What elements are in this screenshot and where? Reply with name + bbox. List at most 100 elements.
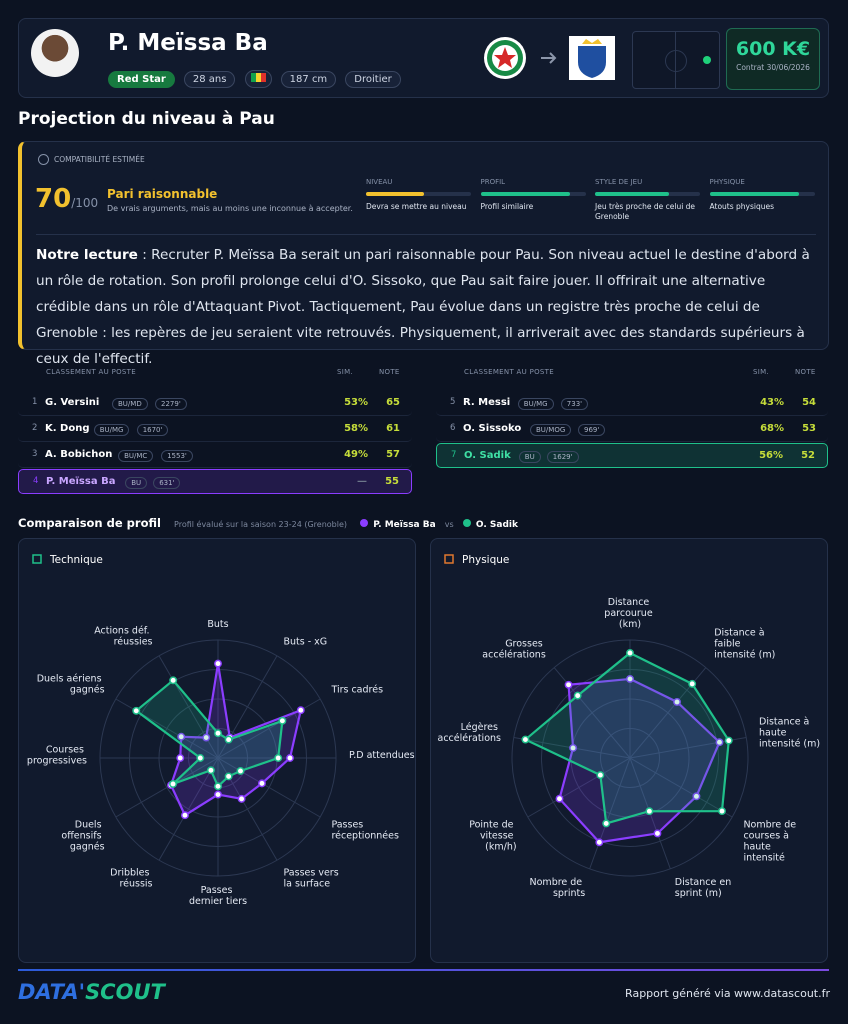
radar-point <box>724 736 733 745</box>
position-pill: BU/MC <box>118 450 154 462</box>
note: 61 <box>386 423 400 434</box>
rank: 5 <box>450 397 456 407</box>
radar-point <box>224 735 233 744</box>
similarity: 58% <box>344 423 368 434</box>
radar-area <box>558 677 721 844</box>
comparison-header: Comparaison de profil Profil évalué sur … <box>18 512 828 530</box>
rank: 7 <box>451 450 457 460</box>
table-row: 6 O. Sissoko BU/MOG 969' 68% 53 <box>436 417 828 442</box>
criterion-track <box>709 192 815 196</box>
club-pill: Red Star <box>108 71 175 88</box>
similarity: 53% <box>344 397 368 408</box>
section-title: Projection du niveau à Pau <box>18 109 275 129</box>
minutes-pill: 1670' <box>136 424 169 436</box>
footer-line <box>18 969 829 971</box>
radar-point <box>573 691 582 700</box>
legend-swatch <box>360 519 369 527</box>
position-pill: BU/MG <box>93 424 130 436</box>
divider <box>36 234 816 235</box>
criterion-label: NIVEAU <box>366 178 393 186</box>
criteria: NIVEAU Devra se mettre au niveau PROFIL Pro… <box>366 178 826 228</box>
criterion-text: Devra se mettre au niveau <box>366 202 467 211</box>
minutes-pill: 2279' <box>155 398 187 410</box>
minutes-pill: 969' <box>578 424 606 436</box>
spoke <box>217 757 321 818</box>
radar-point <box>718 807 726 816</box>
note: 55 <box>385 476 399 487</box>
transfer-logos <box>484 36 615 80</box>
minutes-pill: 733' <box>560 398 589 410</box>
radar-point <box>564 680 573 689</box>
radar-point <box>673 698 681 706</box>
axis-label: Passes réceptionnées <box>331 820 399 842</box>
panel-title: Physique <box>462 554 509 566</box>
compat-icon <box>38 154 49 165</box>
arrow <box>541 52 557 64</box>
position-pill: BU <box>125 477 148 489</box>
radar-point <box>177 732 186 741</box>
player-name: P. Meïssa Ba <box>108 30 268 56</box>
radar-point <box>521 735 530 744</box>
position-dot <box>703 56 711 64</box>
height-pill: 187 cm <box>280 71 337 88</box>
radar-point <box>169 676 178 685</box>
table-header: CLASSEMENT AU POSTE <box>46 368 136 376</box>
axis-label: Nombre de courses à haute intensité <box>743 820 799 864</box>
avatar <box>31 29 79 77</box>
criterion-text: Jeu très proche de celui de Grenoble <box>595 202 696 221</box>
table-header: SIM. <box>753 368 769 376</box>
axis-label: Passes vers la surface <box>284 867 342 889</box>
minutes-pill: 1629' <box>546 451 579 463</box>
radar-point <box>196 754 205 762</box>
spoke <box>589 757 631 870</box>
radar-area <box>523 651 730 825</box>
ranking-right: CLASSEMENT AU POSTE SIM. NOTE 5 R. Messi BU/M… <box>436 364 828 496</box>
radar-point <box>555 794 564 803</box>
score: 70 <box>35 184 72 214</box>
axis-label: Dribbles réussis <box>110 867 152 889</box>
spoke <box>158 757 219 861</box>
criterion-bar <box>709 192 799 196</box>
table-row: 2 K. Dong BU/MG 1670' 58% 61 <box>18 417 412 442</box>
legend-entry: P. Meïssa Ba <box>373 520 436 530</box>
radar-point <box>224 772 233 781</box>
radar-point <box>132 706 141 715</box>
note: 53 <box>802 423 816 434</box>
axis-label: Nombre de sprints <box>530 877 586 899</box>
radar-point <box>214 659 222 668</box>
axis-label: Buts <box>207 619 228 630</box>
value-box: 600 K€ Contrat 30/06/2026 <box>726 28 820 90</box>
radar-point <box>296 706 305 715</box>
table-header: SIM. <box>337 368 353 376</box>
table-row: 4 P. Meïssa Ba BU 631' — 55 <box>18 469 412 494</box>
radar-point <box>274 754 283 762</box>
axis-label: Pointe de vitesse (km/h) <box>469 820 516 853</box>
axis-label: P.D attendues <box>349 750 415 761</box>
axis-label: Duels offensifs gagnés <box>61 820 104 853</box>
comparison-title: Comparaison de profil <box>18 516 161 530</box>
axis-label: Passes dernier tiers <box>189 885 247 907</box>
similarity: 43% <box>760 397 784 408</box>
target-crown <box>582 39 602 44</box>
logo-b: SCOUT <box>85 980 165 1004</box>
contract: Contrat 30/06/2026 <box>736 63 810 72</box>
axis-label: Légères accélérations <box>438 722 502 744</box>
radar-point <box>206 766 215 775</box>
legend-vs: vs <box>444 520 454 529</box>
compat-score: 70/100 <box>35 184 98 214</box>
table-row: 7 O. Sadik BU 1629' 56% 52 <box>436 443 828 468</box>
header-card: P. Meïssa Ba Red Star 28 ans 187 cm Droi… <box>18 18 829 98</box>
panel-title: Technique <box>49 554 103 566</box>
verdict: Pari raisonnable <box>107 187 218 201</box>
target-shield <box>578 46 606 78</box>
radar-point <box>278 716 287 725</box>
table-row: 3 A. Bobichon BU/MC 1553' 49% 57 <box>18 443 412 468</box>
criterion-bar <box>595 192 669 196</box>
player-name: R. Messi <box>463 397 511 408</box>
radar-panel: Technique Buts Buts - xG Tirs cadrés P.D att… <box>18 538 416 963</box>
axis-label: Grosses accélérations <box>482 639 546 661</box>
footer-logo: DATA'SCOUT <box>18 980 165 1004</box>
criterion-bar <box>480 192 570 196</box>
footer-text: Rapport généré via www.datascout.fr <box>625 987 830 1000</box>
